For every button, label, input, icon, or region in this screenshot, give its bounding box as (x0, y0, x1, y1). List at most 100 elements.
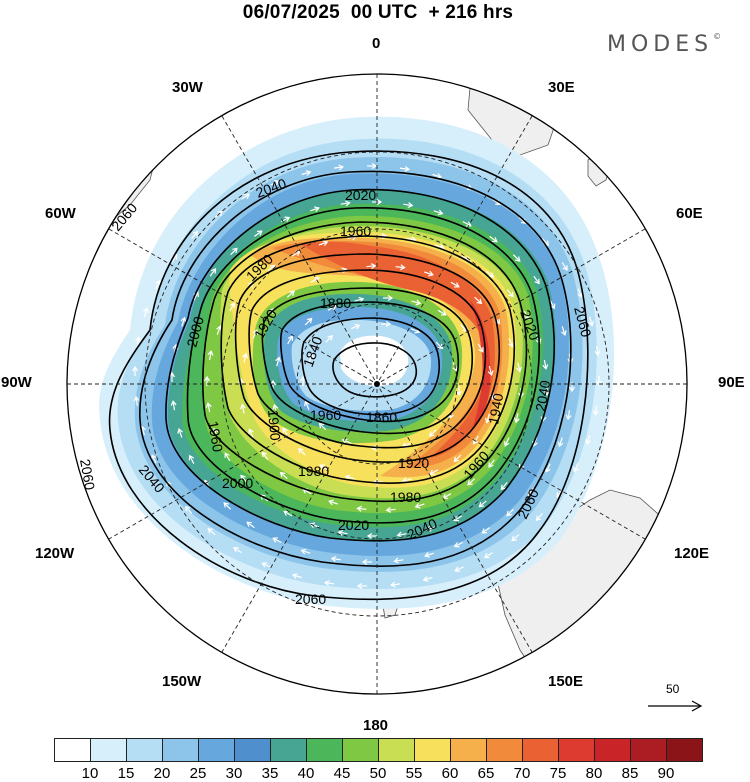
wind-arrow-head (327, 334, 334, 341)
colorbar-swatch (234, 738, 271, 762)
wind-arrow (489, 235, 498, 243)
wind-arrow-head (232, 247, 238, 254)
contour-label-1920b: 1920 (398, 455, 429, 471)
reference-vector-arrow (648, 700, 703, 712)
wind-arrow (506, 289, 514, 297)
wind-arrow (518, 216, 527, 224)
wind-arrow (354, 298, 364, 302)
colorbar-tick-label: 75 (549, 765, 567, 782)
wind-arrow (512, 254, 521, 262)
wind-arrow (488, 366, 493, 376)
wind-arrow-head (385, 506, 392, 513)
wind-arrow-head (242, 352, 249, 359)
wind-arrow (486, 413, 490, 423)
wind-arrow-head (217, 210, 223, 217)
wind-arrow-head (415, 299, 422, 306)
brand-mark: © (713, 32, 722, 41)
contour-label-2020c: 2020 (338, 517, 369, 533)
wind-arrow-head (274, 180, 280, 186)
wind-arrow (488, 459, 495, 468)
wind-arrow (577, 288, 583, 298)
wind-arrow (517, 362, 521, 372)
wind-arrow-head (452, 365, 458, 372)
contour-label-1900: 1900 (265, 409, 284, 442)
wind-arrow-head (387, 294, 394, 302)
wind-arrow (485, 270, 494, 278)
contour-label-1940: 1940 (485, 392, 506, 426)
colorbar-swatch (486, 738, 523, 762)
wind-arrow (545, 463, 551, 472)
wind-arrow (189, 455, 195, 464)
wind-arrow (573, 462, 579, 472)
wind-arrow (230, 247, 238, 256)
wind-arrow (594, 405, 598, 415)
lon-label-90w: 90W (1, 374, 32, 391)
lon-label-120w: 120W (35, 545, 75, 562)
wind-arrow (262, 562, 271, 568)
wind-arrow-head (344, 474, 351, 481)
wind-arrow (141, 426, 145, 436)
wind-arrow (402, 478, 412, 482)
wind-arrow-head (534, 278, 540, 285)
wind-arrow-head (565, 414, 572, 421)
reference-vector-label: 50 (666, 682, 680, 696)
contour-label-1980c: 1980 (390, 489, 421, 505)
wind-arrow-head (361, 558, 368, 566)
wind-arrow (461, 255, 471, 262)
wind-arrow (286, 290, 295, 298)
wind-arrow-head (283, 510, 289, 516)
wind-arrow-head (261, 451, 268, 458)
wind-arrow-head (513, 417, 520, 424)
contour-label-2040d: 2040 (532, 379, 553, 413)
wind-arrow (586, 435, 591, 444)
wind-arrow-head (481, 528, 488, 534)
wind-arrow-head (328, 499, 334, 506)
wind-arrow (442, 493, 452, 499)
colorbar-tick-label: 45 (333, 765, 351, 782)
wind-arrow-head (246, 521, 252, 527)
band-75 (300, 241, 495, 458)
colorbar-tick-label: 15 (117, 765, 135, 782)
wind-arrow-head (454, 566, 460, 572)
wind-arrow (301, 171, 311, 176)
wind-arrow (481, 527, 490, 534)
wind-arrow-head (508, 341, 514, 348)
wind-arrow-head (511, 535, 517, 542)
wind-arrow (193, 292, 199, 301)
wind-arrow-head (487, 370, 494, 376)
wind-arrow (391, 583, 401, 586)
wind-arrow (304, 318, 313, 326)
wind-arrow (298, 448, 306, 456)
colorbar-tick-label: 90 (657, 765, 675, 782)
colorbar-tick-label: 70 (513, 765, 531, 782)
wind-arrow-head (287, 335, 293, 341)
wind-arrow-head (400, 264, 406, 271)
wind-arrow (329, 500, 338, 505)
colorbar-tick-label: 50 (369, 765, 387, 782)
wind-arrow (325, 582, 335, 585)
wind-arrow-head (562, 265, 568, 271)
wind-arrow (511, 534, 520, 542)
wind-arrow-head (180, 316, 187, 323)
wind-arrow (460, 324, 468, 332)
wind-arrow (301, 549, 311, 554)
wind-arrow (280, 472, 288, 480)
wind-arrow-head (385, 320, 392, 328)
wind-arrow (462, 221, 472, 227)
colorbar-swatch (522, 738, 559, 762)
wind-arrow (357, 507, 367, 510)
brand-logo: MODES© (607, 32, 721, 57)
contour-1900 (261, 287, 473, 435)
wind-arrow-head (185, 505, 191, 512)
wind-arrow (515, 413, 519, 423)
wind-arrow-head (318, 422, 325, 429)
wind-arrow (500, 482, 508, 490)
latitude-circle-80s (296, 303, 458, 465)
wind-arrow-head (466, 221, 472, 227)
wind-arrow-head (272, 404, 279, 410)
colorbar-swatch (378, 738, 415, 762)
wind-arrow (454, 541, 464, 548)
wind-arrow-head (484, 417, 491, 424)
wind-arrow-head (414, 502, 421, 509)
wind-arrow-head (573, 466, 579, 473)
